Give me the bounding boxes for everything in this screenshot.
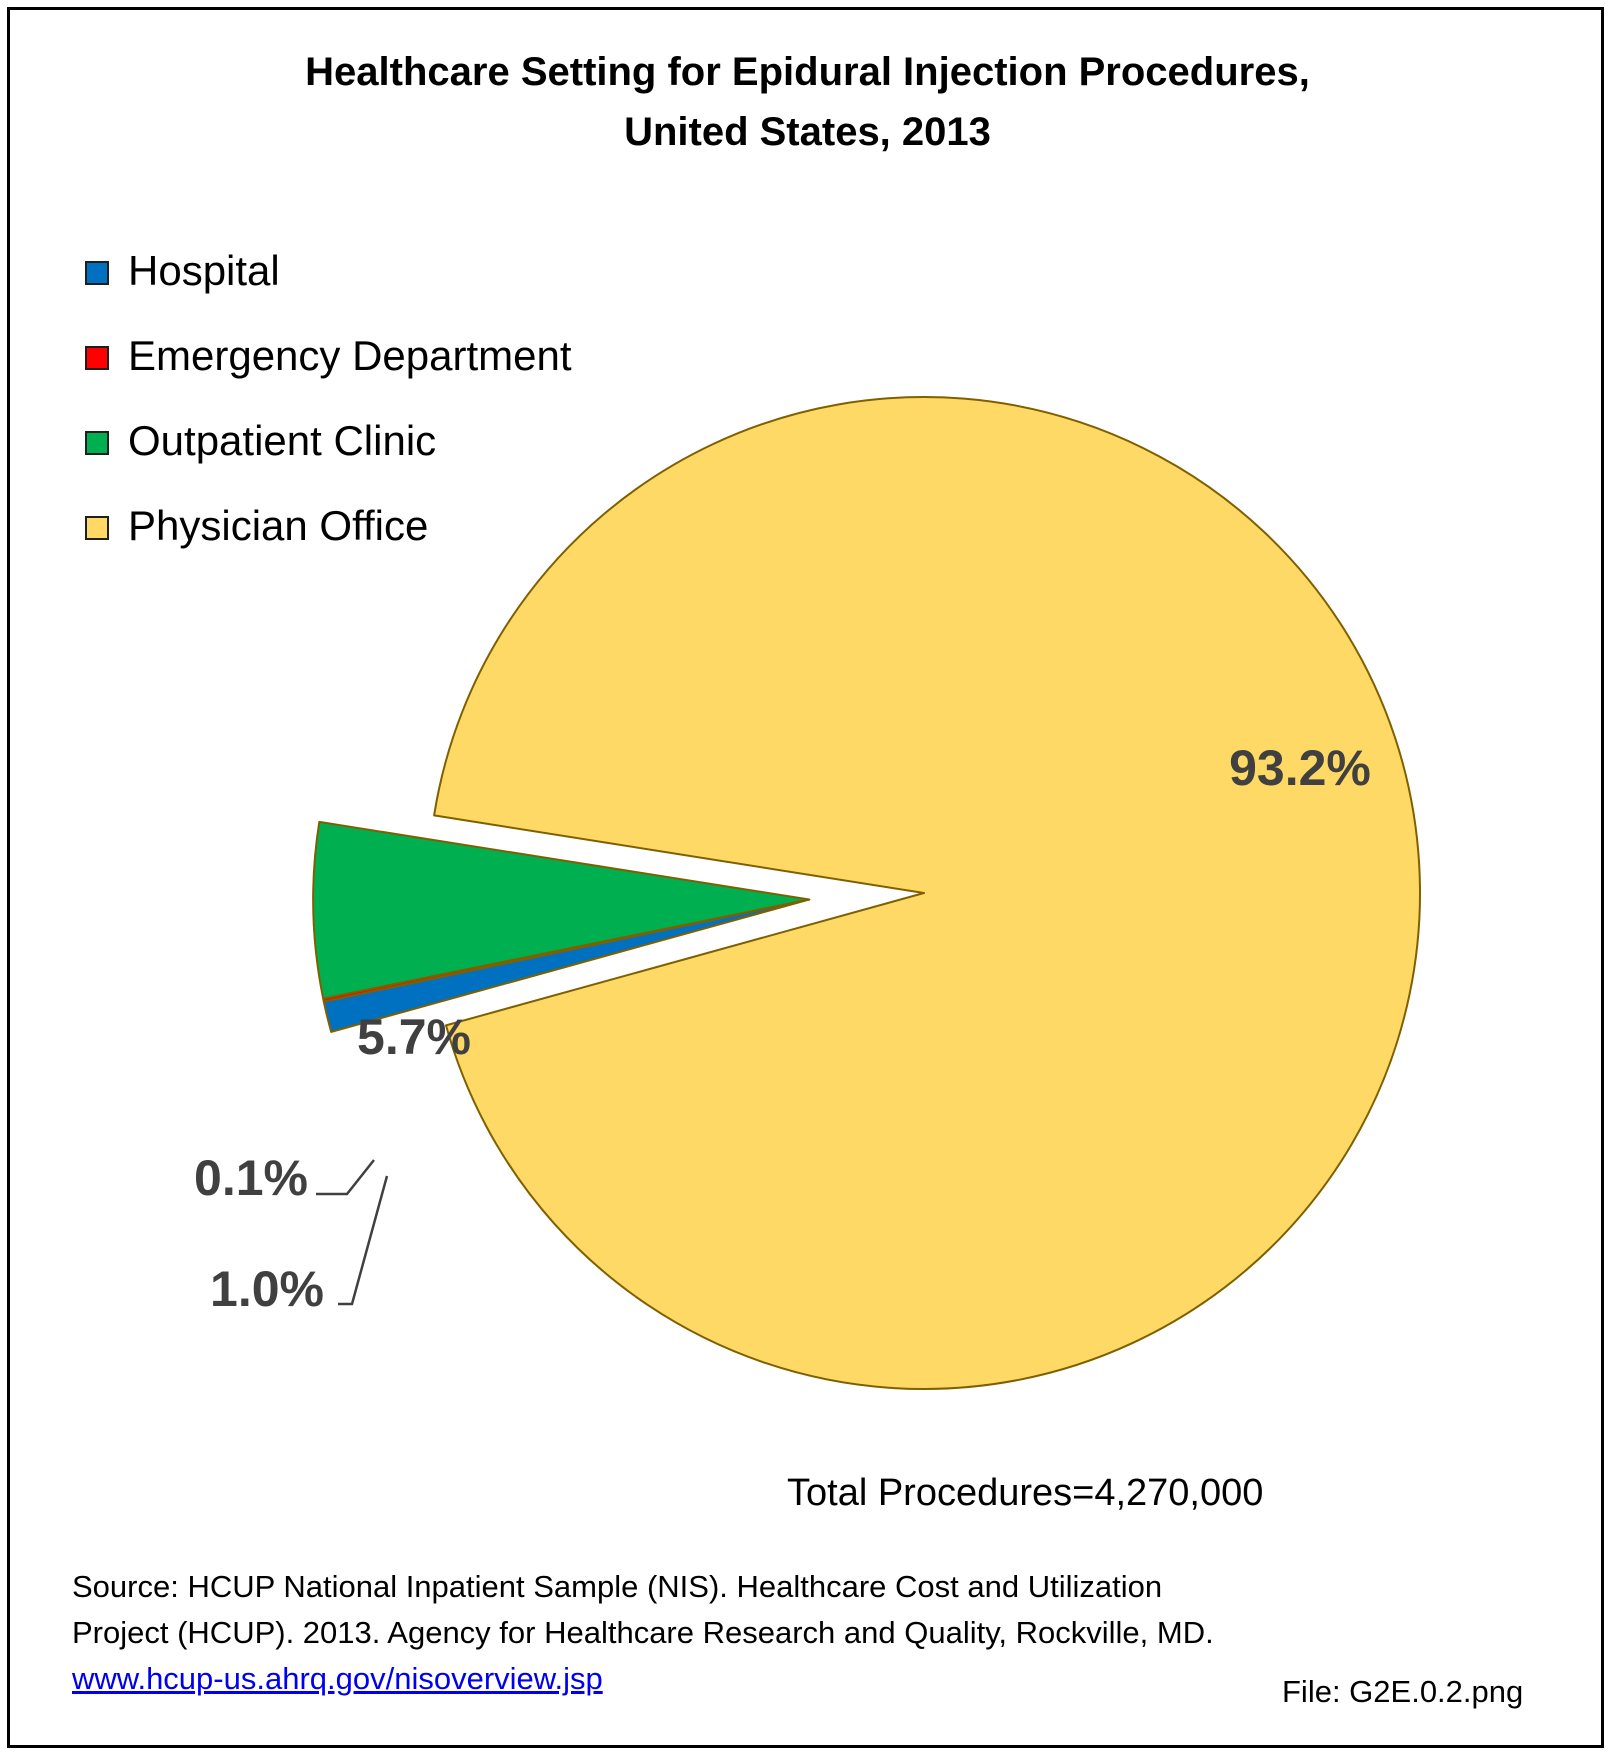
- source-link[interactable]: www.hcup-us.ahrq.gov/nisoverview.jsp: [72, 1661, 603, 1696]
- legend-label-hospital: Hospital: [128, 247, 280, 294]
- legend-swatch-physician-office: [85, 516, 109, 540]
- file-note: File: G2E.0.2.png: [1282, 1674, 1524, 1709]
- total-procedures-note: Total Procedures=4,270,000: [787, 1472, 1264, 1514]
- leader-line-emergency-department: [316, 1159, 375, 1196]
- pie-slice-physician-office: [433, 396, 1422, 1390]
- chart-title-line-2: United States, 2013: [624, 110, 991, 154]
- chart-border: [7, 7, 1604, 1748]
- leader-line-hospital: [338, 1175, 389, 1306]
- legend-label-outpatient-clinic: Outpatient Clinic: [128, 417, 437, 464]
- legend-swatch-outpatient-clinic: [85, 431, 109, 455]
- legend-label-emergency-department: Emergency Department: [128, 332, 572, 379]
- legend-swatch-hospital: [85, 261, 109, 285]
- legend-swatch-emergency-department: [85, 346, 109, 370]
- data-label-hospital: 1.0%: [210, 1261, 324, 1317]
- pie-slice-outpatient-clinic: [312, 820, 811, 1000]
- source-note: Source: HCUP National Inpatient Sample (…: [72, 1564, 1252, 1702]
- data-label-emergency-department: 0.1%: [194, 1150, 308, 1206]
- data-label-physician-office: 93.2%: [1229, 740, 1371, 796]
- legend-label-physician-office: Physician Office: [128, 502, 429, 549]
- chart-title-line-1: Healthcare Setting for Epidural Injectio…: [305, 50, 1310, 94]
- source-text: Source: HCUP National Inpatient Sample (…: [72, 1569, 1214, 1650]
- chart-title: Healthcare Setting for Epidural Injectio…: [0, 42, 1615, 162]
- data-label-outpatient-clinic: 5.7%: [357, 1009, 471, 1065]
